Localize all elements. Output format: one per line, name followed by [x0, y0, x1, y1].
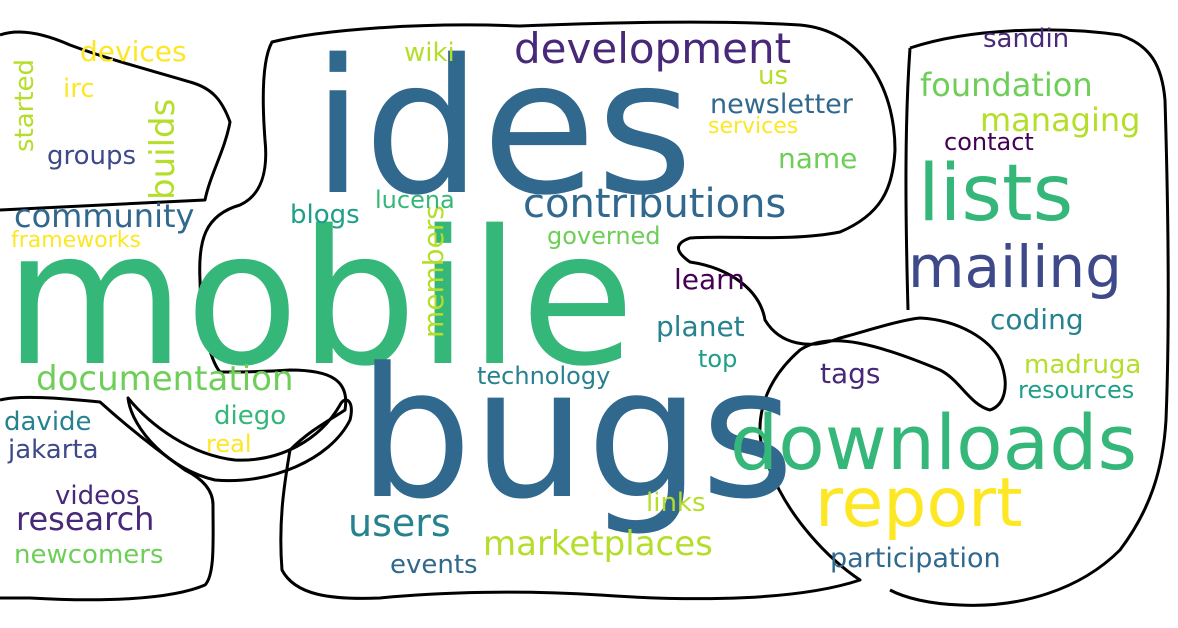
- word-research: research: [16, 500, 155, 538]
- word-development: development: [514, 24, 792, 73]
- center-blob-outline: [198, 20, 1007, 601]
- word-started: started: [10, 58, 40, 152]
- bottom-left-blob-outline: [0, 395, 215, 602]
- word-newsletter: newsletter: [710, 89, 853, 120]
- word-blogs: blogs: [290, 200, 360, 230]
- word-governed: governed: [547, 222, 661, 250]
- word-contributions: contributions: [523, 181, 787, 227]
- word-sandin: sandin: [983, 24, 1070, 54]
- word-lucena: lucena: [375, 186, 455, 214]
- word-us: us: [758, 61, 789, 91]
- word-links: links: [646, 488, 706, 518]
- word-jakarta: jakarta: [8, 435, 99, 465]
- small-loop-outline: [126, 396, 353, 483]
- word-tags: tags: [820, 357, 881, 390]
- word-events: events: [390, 550, 478, 580]
- word-top: top: [698, 345, 738, 373]
- word-community: community: [14, 197, 195, 235]
- word-videos: videos: [55, 481, 140, 511]
- word-builds: builds: [143, 98, 183, 200]
- right-blob-inner-outline: [904, 47, 912, 311]
- word-downloads: downloads: [730, 398, 1138, 487]
- word-real: real: [206, 430, 252, 458]
- word-devices: devices: [80, 35, 187, 68]
- word-planet: planet: [656, 310, 745, 343]
- left-blob-outline: [0, 30, 232, 212]
- word-mobile: mobile: [4, 190, 635, 407]
- word-groups: groups: [47, 141, 137, 171]
- word-mailing: mailing: [908, 233, 1122, 301]
- word-learn: learn: [674, 263, 745, 296]
- word-marketplaces: marketplaces: [483, 524, 713, 564]
- word-users: users: [348, 501, 451, 545]
- word-participation: participation: [830, 543, 1001, 574]
- word-bugs: bugs: [358, 330, 795, 539]
- word-newcomers: newcomers: [14, 540, 164, 570]
- word-technology: technology: [477, 362, 611, 390]
- word-ides: ides: [312, 19, 694, 236]
- word-documentation: documentation: [36, 359, 294, 399]
- word-foundation: foundation: [920, 66, 1093, 104]
- word-frameworks: frameworks: [11, 228, 141, 253]
- word-services: services: [708, 114, 799, 139]
- word-managing: managing: [980, 101, 1141, 139]
- word-name: name: [778, 142, 858, 175]
- word-resources: resources: [1018, 376, 1135, 404]
- word-irc: irc: [63, 74, 95, 104]
- word-members: members: [417, 205, 450, 338]
- word-wiki: wiki: [404, 38, 455, 68]
- word-madruga: madruga: [1024, 350, 1142, 380]
- word-diego: diego: [214, 401, 287, 431]
- word-lists: lists: [918, 149, 1074, 239]
- right-blob-outline: [889, 28, 1170, 607]
- word-davide: davide: [4, 407, 92, 437]
- word-contact: contact: [944, 128, 1034, 156]
- word-report: report: [815, 464, 1023, 543]
- word-coding: coding: [990, 303, 1084, 336]
